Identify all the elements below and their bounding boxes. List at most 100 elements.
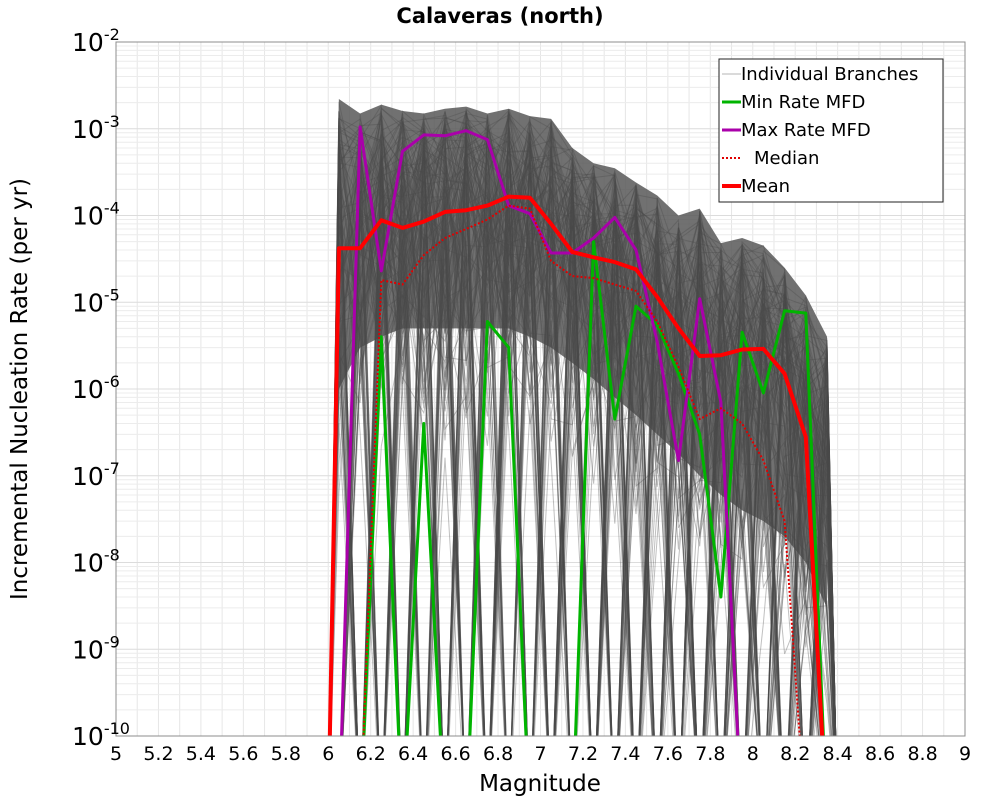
branch-line: [329, 117, 837, 736]
branch-line: [341, 130, 836, 736]
branch-line: [329, 111, 824, 736]
legend-box: [718, 58, 944, 203]
branch-line: [329, 121, 803, 736]
branch-line: [330, 161, 836, 736]
branch-line: [329, 127, 836, 736]
branch-line: [329, 166, 837, 736]
branch-line: [329, 127, 836, 736]
branch-line: [362, 117, 837, 736]
branch-line: [329, 124, 837, 736]
branch-line: [329, 113, 824, 736]
branch-line: [329, 139, 836, 736]
branch-line: [362, 186, 835, 736]
plot-frame: [115, 41, 966, 737]
branch-line: [329, 154, 824, 736]
branch-line: [329, 122, 837, 736]
chart-title: Calaveras (north): [396, 4, 603, 28]
legend-label: Median: [754, 148, 819, 169]
x-tick-label: 6.4: [398, 743, 428, 765]
legend: Individual Branches Min Rate MFD Max Rate …: [718, 58, 944, 203]
branch-line: [329, 160, 834, 736]
branch-line: [329, 101, 837, 736]
branch-line: [329, 115, 836, 736]
branch-line: [362, 116, 836, 736]
branch-line: [341, 119, 824, 736]
y-tick-label: 10-4: [72, 199, 120, 231]
branch-line: [329, 158, 834, 736]
series-line-median: [362, 204, 801, 736]
branch-line: [329, 118, 835, 736]
branch-line: [329, 116, 831, 736]
branch-line: [329, 132, 836, 736]
x-tick-label: 9: [959, 743, 971, 765]
y-tick-label: 10-7: [72, 459, 120, 491]
branch-line: [329, 120, 834, 736]
branch-line: [329, 114, 836, 736]
legend-label: Individual Branches: [741, 64, 918, 85]
x-axis-label: Magnitude: [479, 771, 601, 797]
branch-line: [341, 111, 823, 736]
x-tick-label: 8.2: [780, 743, 810, 765]
x-tick-label: 5.8: [271, 743, 301, 765]
x-tick-label: 6.6: [440, 743, 470, 765]
branch-line: [341, 135, 836, 736]
x-ticks: 5 5.2 5.4 5.6 5.8 6 6.2 6.4 6.6 6.8 7 7.2 7.4 7.6 7.8 8…: [110, 743, 971, 765]
branch-line: [329, 165, 824, 736]
series-layer: [327, 125, 825, 736]
branch-line: [329, 147, 837, 736]
branch-line: [329, 111, 822, 736]
branch-line: [362, 143, 824, 736]
branch-line: [329, 140, 835, 736]
branch-line: [342, 178, 824, 736]
y-tick-label: 10-2: [72, 25, 120, 57]
branch-line: [329, 129, 836, 736]
branch-line: [329, 116, 818, 736]
branch-line: [342, 114, 837, 736]
branch-line: [342, 112, 836, 736]
branch-line: [329, 204, 836, 736]
y-tick-label: 10-5: [72, 285, 120, 317]
branch-line: [329, 141, 836, 736]
x-tick-label: 6.8: [483, 743, 513, 765]
branch-line: [329, 126, 837, 736]
branch-line: [329, 111, 836, 736]
branch-line: [342, 148, 836, 736]
x-tick-label: 6.2: [356, 743, 386, 765]
x-tick-label: 8.6: [865, 743, 895, 765]
branch-line: [329, 123, 835, 736]
y-tick-label: 10-10: [72, 719, 130, 751]
x-tick-label: 7.8: [695, 743, 725, 765]
branch-line: [329, 136, 837, 736]
x-tick-label: 7.6: [653, 743, 683, 765]
branch-line: [329, 112, 836, 736]
y-tick-label: 10-3: [72, 112, 120, 144]
branch-line: [329, 111, 832, 736]
y-tick-label: 10-8: [72, 546, 120, 578]
branch-line: [329, 106, 836, 736]
branch-line: [329, 115, 836, 736]
branch-line: [329, 109, 823, 736]
legend-label: Max Rate MFD: [741, 120, 871, 141]
x-tick-label: 7.4: [610, 743, 640, 765]
branch-line: [329, 162, 837, 736]
branch-band-area: [338, 99, 828, 608]
x-tick-label: 5.4: [186, 743, 216, 765]
branch-line: [329, 121, 836, 736]
y-tick-label: 10-6: [72, 372, 120, 404]
x-tick-label: 7: [534, 743, 546, 765]
x-tick-label: 8.4: [823, 743, 853, 765]
x-tick-label: 8: [747, 743, 759, 765]
branch-line: [329, 123, 836, 736]
branch-line: [329, 119, 834, 736]
branch-line: [329, 139, 823, 736]
branch-line: [329, 133, 837, 736]
individual-branches: [329, 101, 837, 736]
legend-label: Mean: [741, 176, 790, 197]
series-line-mean: [327, 194, 825, 736]
branch-line: [341, 111, 837, 736]
x-tick-label: 6: [322, 743, 334, 765]
branch-line: [329, 174, 837, 736]
x-tick-label: 5.2: [143, 743, 173, 765]
branch-line: [329, 156, 837, 736]
branch-line: [329, 103, 837, 736]
